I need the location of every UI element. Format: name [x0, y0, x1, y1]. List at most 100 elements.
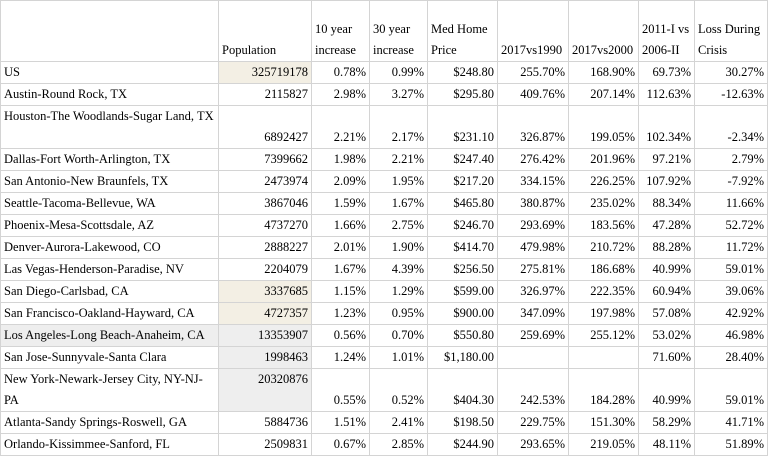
cell-vs1990[interactable]: 479.98%	[497, 236, 569, 259]
cell-vs2006[interactable]: 53.02%	[638, 324, 695, 347]
cell-price[interactable]: $198.50	[427, 411, 498, 434]
cell-inc10[interactable]: 2.01%	[311, 236, 370, 259]
cell-inc30[interactable]: 2.17%	[369, 105, 428, 149]
cell-vs2006[interactable]: 102.34%	[638, 105, 695, 149]
cell-inc10[interactable]: 2.98%	[311, 83, 370, 106]
cell-loss[interactable]: 59.01%	[694, 258, 768, 281]
cell-population[interactable]: 13353907	[218, 324, 312, 347]
cell-loss[interactable]: 11.72%	[694, 236, 768, 259]
cell-inc10[interactable]: 1.24%	[311, 346, 370, 369]
cell-price[interactable]: $404.30	[427, 368, 498, 412]
header-cell-vs2000[interactable]: 2017vs2000	[568, 0, 639, 62]
cell-vs2006[interactable]: 48.11%	[638, 433, 695, 456]
cell-inc30[interactable]: 2.41%	[369, 411, 428, 434]
row-label-cell[interactable]: New York-Newark-Jersey City, NY-NJ-PA	[0, 368, 219, 412]
cell-inc30[interactable]: 2.75%	[369, 214, 428, 237]
cell-vs2000[interactable]: 222.35%	[568, 280, 639, 303]
cell-vs2000[interactable]: 210.72%	[568, 236, 639, 259]
cell-loss[interactable]: 46.98%	[694, 324, 768, 347]
cell-vs2000[interactable]: 219.05%	[568, 433, 639, 456]
cell-vs2006[interactable]: 69.73%	[638, 61, 695, 84]
cell-inc10[interactable]: 2.09%	[311, 170, 370, 193]
row-label-cell[interactable]: Dallas-Fort Worth-Arlington, TX	[0, 148, 219, 171]
cell-vs1990[interactable]: 326.97%	[497, 280, 569, 303]
cell-vs2006[interactable]: 40.99%	[638, 258, 695, 281]
cell-vs2000[interactable]: 226.25%	[568, 170, 639, 193]
cell-inc30[interactable]: 2.85%	[369, 433, 428, 456]
cell-price[interactable]: $231.10	[427, 105, 498, 149]
cell-vs1990[interactable]: 293.65%	[497, 433, 569, 456]
cell-population[interactable]: 5884736	[218, 411, 312, 434]
cell-vs1990[interactable]: 334.15%	[497, 170, 569, 193]
cell-inc30[interactable]: 1.90%	[369, 236, 428, 259]
header-cell-vs1990[interactable]: 2017vs1990	[497, 0, 569, 62]
cell-inc10[interactable]: 1.67%	[311, 258, 370, 281]
cell-population[interactable]: 325719178	[218, 61, 312, 84]
cell-inc30[interactable]: 0.70%	[369, 324, 428, 347]
cell-population[interactable]: 2509831	[218, 433, 312, 456]
cell-vs2006[interactable]: 40.99%	[638, 368, 695, 412]
cell-inc10[interactable]: 1.23%	[311, 302, 370, 325]
header-cell-30yr[interactable]: 30 year increase	[369, 0, 428, 62]
cell-vs2000[interactable]	[568, 346, 639, 369]
row-label-cell[interactable]: San Jose-Sunnyvale-Santa Clara	[0, 346, 219, 369]
row-label-cell[interactable]: US	[0, 61, 219, 84]
cell-vs1990[interactable]: 347.09%	[497, 302, 569, 325]
cell-price[interactable]: $900.00	[427, 302, 498, 325]
cell-vs2006[interactable]: 71.60%	[638, 346, 695, 369]
cell-loss[interactable]: 28.40%	[694, 346, 768, 369]
cell-population[interactable]: 4727357	[218, 302, 312, 325]
cell-inc30[interactable]: 3.27%	[369, 83, 428, 106]
cell-price[interactable]: $246.70	[427, 214, 498, 237]
cell-vs2000[interactable]: 197.98%	[568, 302, 639, 325]
cell-population[interactable]: 2115827	[218, 83, 312, 106]
cell-vs2006[interactable]: 88.34%	[638, 192, 695, 215]
cell-population[interactable]: 2888227	[218, 236, 312, 259]
cell-inc30[interactable]: 1.95%	[369, 170, 428, 193]
cell-loss[interactable]: -12.63%	[694, 83, 768, 106]
cell-inc30[interactable]: 0.95%	[369, 302, 428, 325]
cell-population[interactable]: 2204079	[218, 258, 312, 281]
cell-vs1990[interactable]: 293.69%	[497, 214, 569, 237]
row-label-cell[interactable]: San Diego-Carlsbad, CA	[0, 280, 219, 303]
cell-loss[interactable]: 2.79%	[694, 148, 768, 171]
cell-loss[interactable]: 30.27%	[694, 61, 768, 84]
cell-price[interactable]: $248.80	[427, 61, 498, 84]
cell-loss[interactable]: 39.06%	[694, 280, 768, 303]
cell-inc30[interactable]: 1.67%	[369, 192, 428, 215]
row-label-cell[interactable]: Austin-Round Rock, TX	[0, 83, 219, 106]
cell-vs2006[interactable]: 57.08%	[638, 302, 695, 325]
cell-population[interactable]: 1998463	[218, 346, 312, 369]
cell-vs2000[interactable]: 207.14%	[568, 83, 639, 106]
cell-population[interactable]: 3867046	[218, 192, 312, 215]
cell-population[interactable]: 6892427	[218, 105, 312, 149]
cell-population[interactable]: 2473974	[218, 170, 312, 193]
header-cell-10yr[interactable]: 10 year increase	[311, 0, 370, 62]
cell-vs2000[interactable]: 151.30%	[568, 411, 639, 434]
header-cell-loss[interactable]: Loss During Crisis	[694, 0, 768, 62]
cell-inc10[interactable]: 0.67%	[311, 433, 370, 456]
cell-price[interactable]: $295.80	[427, 83, 498, 106]
cell-inc10[interactable]: 0.55%	[311, 368, 370, 412]
cell-loss[interactable]: 41.71%	[694, 411, 768, 434]
cell-vs2006[interactable]: 107.92%	[638, 170, 695, 193]
cell-vs2000[interactable]: 183.56%	[568, 214, 639, 237]
cell-price[interactable]: $217.20	[427, 170, 498, 193]
cell-price[interactable]: $599.00	[427, 280, 498, 303]
cell-vs2000[interactable]: 201.96%	[568, 148, 639, 171]
cell-population[interactable]: 3337685	[218, 280, 312, 303]
cell-inc10[interactable]: 1.59%	[311, 192, 370, 215]
row-label-cell[interactable]: Denver-Aurora-Lakewood, CO	[0, 236, 219, 259]
cell-inc10[interactable]: 0.78%	[311, 61, 370, 84]
cell-price[interactable]: $247.40	[427, 148, 498, 171]
cell-inc30[interactable]: 2.21%	[369, 148, 428, 171]
cell-vs1990[interactable]: 255.70%	[497, 61, 569, 84]
cell-loss[interactable]: 52.72%	[694, 214, 768, 237]
cell-population[interactable]: 7399662	[218, 148, 312, 171]
row-label-cell[interactable]: Las Vegas-Henderson-Paradise, NV	[0, 258, 219, 281]
row-label-cell[interactable]: Orlando-Kissimmee-Sanford, FL	[0, 433, 219, 456]
cell-inc30[interactable]: 0.52%	[369, 368, 428, 412]
cell-vs1990[interactable]: 380.87%	[497, 192, 569, 215]
cell-vs1990[interactable]: 229.75%	[497, 411, 569, 434]
cell-vs1990[interactable]	[497, 346, 569, 369]
